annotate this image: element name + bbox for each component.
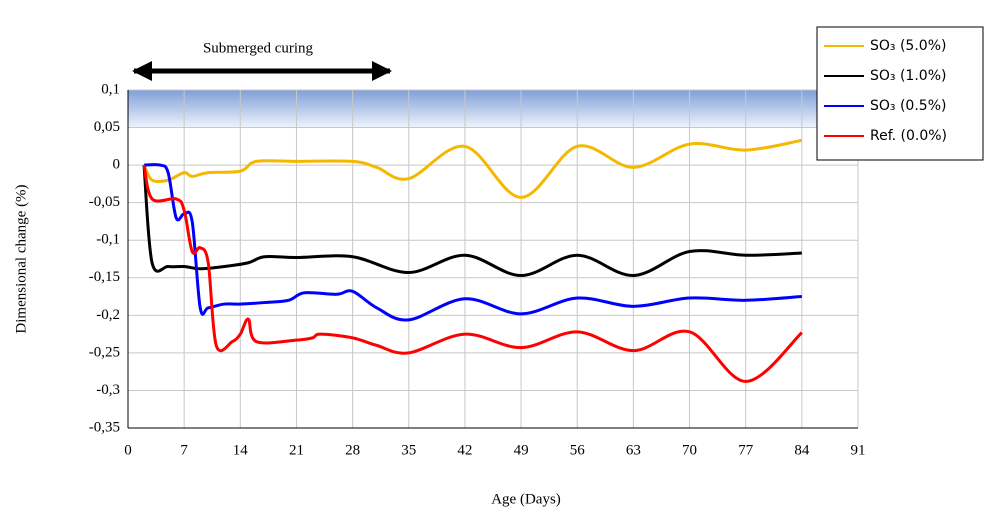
x-tick-label: 70 [682,442,697,458]
x-tick-label: 63 [626,442,641,458]
y-tick-label: 0,05 [94,119,120,135]
x-tick-label: 14 [233,442,249,458]
annotation: Submerged curing [203,40,314,56]
y-tick-label: -0,2 [96,307,120,323]
y-tick-label: 0 [113,157,121,173]
y-tick-label: -0,35 [89,419,120,435]
series-line [142,138,803,199]
x-axis-label: Age (Days) [491,491,561,507]
y-tick-label: -0,3 [96,382,120,398]
legend-label: SO₃ (1.0%) [870,68,946,84]
y-tick-label: -0,05 [89,194,120,210]
x-tick-label: 56 [570,442,586,458]
x-tick-label: 49 [514,442,529,458]
y-tick-label: -0,25 [89,344,120,360]
legend-box [816,26,984,161]
x-tick-label: 84 [794,442,810,458]
x-tick-label: 7 [180,442,188,458]
y-tick-label: 0,1 [101,81,120,97]
y-tick-label: -0,1 [96,232,120,248]
y-tick-label: -0,15 [89,269,120,285]
shaded-band [128,90,858,127]
x-tick-label: 28 [345,442,360,458]
x-tick-label: 42 [457,442,472,458]
x-tick-label: 0 [124,442,132,458]
legend-label: Ref. (0.0%) [870,128,947,144]
legend-label: SO₃ (5.0%) [870,38,946,54]
series-line [142,164,803,383]
x-tick-label: 77 [738,442,754,458]
series-line [142,164,802,278]
x-tick-label: 91 [851,442,866,458]
x-tick-label: 21 [289,442,304,458]
legend-label: SO₃ (0.5%) [870,98,946,114]
series-line [143,163,802,322]
y-axis-label: Dimensional change (%) [13,184,29,333]
x-tick-label: 35 [401,442,416,458]
